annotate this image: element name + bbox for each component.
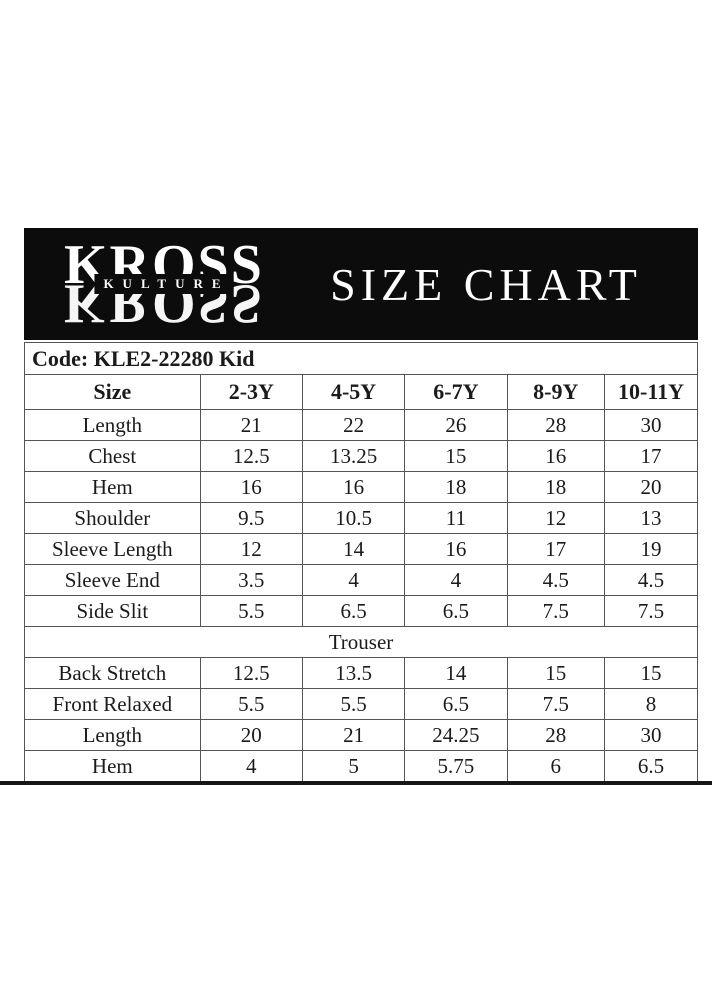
table-cell: 11 xyxy=(404,502,508,534)
row-label: Hem xyxy=(24,750,201,782)
brand-banner: KROSS KROSS KULTURE SIZE CHART xyxy=(24,228,698,340)
table-cell: 20 xyxy=(604,471,698,503)
row-label: Length xyxy=(24,409,201,441)
table-row: Back Stretch 12.5 13.5 14 15 15 xyxy=(24,657,698,689)
table-cell: 12 xyxy=(199,533,303,565)
row-label: Sleeve Length xyxy=(24,533,201,565)
table-cell: 6.5 xyxy=(604,750,698,782)
table-cell: 8 xyxy=(604,688,698,720)
row-label: Shoulder xyxy=(24,502,201,534)
table-cell: 18 xyxy=(506,471,606,503)
row-label: Hem xyxy=(24,471,201,503)
table-cell: 5.75 xyxy=(404,750,508,782)
table-row: Length 20 21 24.25 28 30 xyxy=(24,719,698,751)
table-cell: 7.5 xyxy=(604,595,698,627)
row-label: Length xyxy=(24,719,201,751)
table-cell: 13 xyxy=(604,502,698,534)
size-table: Size 2-3Y 4-5Y 6-7Y 8-9Y 10-11Y Length 2… xyxy=(24,374,698,782)
table-row: Sleeve End 3.5 4 4 4.5 4.5 xyxy=(24,564,698,596)
table-cell: 22 xyxy=(301,409,406,441)
table-cell: 28 xyxy=(506,719,606,751)
table-cell: 12.5 xyxy=(199,440,303,472)
table-row: Chest 12.5 13.25 15 16 17 xyxy=(24,440,698,472)
table-cell: 24.25 xyxy=(404,719,508,751)
table-cell: 4 xyxy=(301,564,406,596)
size-chart-sheet: KROSS KROSS KULTURE SIZE CHART Code: KLE… xyxy=(0,228,712,785)
table-header-cell: 10-11Y xyxy=(604,374,698,410)
section-row-label: Trouser xyxy=(24,626,698,658)
row-label: Sleeve End xyxy=(24,564,201,596)
table-cell: 10.5 xyxy=(301,502,406,534)
table-row: Hem 4 5 5.75 6 6.5 xyxy=(24,750,698,782)
table-cell: 30 xyxy=(604,409,698,441)
table-row: Hem 16 16 18 18 20 xyxy=(24,471,698,503)
table-cell: 20 xyxy=(199,719,303,751)
table-cell: 4.5 xyxy=(604,564,698,596)
table-header-cell: 2-3Y xyxy=(199,374,303,410)
table-cell: 6.5 xyxy=(404,595,508,627)
table-cell: 14 xyxy=(301,533,406,565)
table-row: Length 21 22 26 28 30 xyxy=(24,409,698,441)
table-cell: 13.25 xyxy=(301,440,406,472)
table-cell: 5 xyxy=(301,750,406,782)
table-cell: 14 xyxy=(404,657,508,689)
table-cell: 5.5 xyxy=(199,688,303,720)
table-cell: 4 xyxy=(404,564,508,596)
table-cell: 16 xyxy=(506,440,606,472)
section-row: Trouser xyxy=(24,626,698,658)
table-cell: 16 xyxy=(301,471,406,503)
table-cell: 19 xyxy=(604,533,698,565)
table-cell: 6.5 xyxy=(404,688,508,720)
row-label: Back Stretch xyxy=(24,657,201,689)
table-cell: 5.5 xyxy=(199,595,303,627)
table-cell: 4 xyxy=(199,750,303,782)
product-code-label: Code: KLE2-22280 Kid xyxy=(24,342,698,375)
table-cell: 21 xyxy=(301,719,406,751)
table-cell: 15 xyxy=(506,657,606,689)
table-header-cell: Size xyxy=(24,374,201,410)
table-cell: 16 xyxy=(404,533,508,565)
table-cell: 15 xyxy=(404,440,508,472)
table-cell: 17 xyxy=(506,533,606,565)
table-cell: 9.5 xyxy=(199,502,303,534)
table-header-row: Size 2-3Y 4-5Y 6-7Y 8-9Y 10-11Y xyxy=(24,374,698,410)
table-cell: 6.5 xyxy=(301,595,406,627)
row-label: Front Relaxed xyxy=(24,688,201,720)
logo-text-kulture: KULTURE xyxy=(94,274,230,294)
table-cell: 6 xyxy=(506,750,606,782)
table-cell: 21 xyxy=(199,409,303,441)
table-row: Side Slit 5.5 6.5 6.5 7.5 7.5 xyxy=(24,595,698,627)
bottom-divider xyxy=(0,781,712,785)
kross-kulture-logo: KROSS KROSS KULTURE xyxy=(64,237,264,334)
table-cell: 12.5 xyxy=(199,657,303,689)
table-cell: 7.5 xyxy=(506,595,606,627)
table-cell: 7.5 xyxy=(506,688,606,720)
table-header-cell: 6-7Y xyxy=(404,374,508,410)
table-cell: 28 xyxy=(506,409,606,441)
table-header-cell: 8-9Y xyxy=(506,374,606,410)
table-row: Front Relaxed 5.5 5.5 6.5 7.5 8 xyxy=(24,688,698,720)
table-cell: 12 xyxy=(506,502,606,534)
table-cell: 3.5 xyxy=(199,564,303,596)
row-label: Side Slit xyxy=(24,595,201,627)
table-row: Shoulder 9.5 10.5 11 12 13 xyxy=(24,502,698,534)
table-row: Sleeve Length 12 14 16 17 19 xyxy=(24,533,698,565)
table-cell: 4.5 xyxy=(506,564,606,596)
table-cell: 15 xyxy=(604,657,698,689)
row-label: Chest xyxy=(24,440,201,472)
table-header-cell: 4-5Y xyxy=(301,374,406,410)
table-cell: 18 xyxy=(404,471,508,503)
table-cell: 26 xyxy=(404,409,508,441)
table-cell: 5.5 xyxy=(301,688,406,720)
page-title: SIZE CHART xyxy=(330,258,642,310)
table-cell: 17 xyxy=(604,440,698,472)
table-cell: 30 xyxy=(604,719,698,751)
table-cell: 13.5 xyxy=(301,657,406,689)
table-cell: 16 xyxy=(199,471,303,503)
